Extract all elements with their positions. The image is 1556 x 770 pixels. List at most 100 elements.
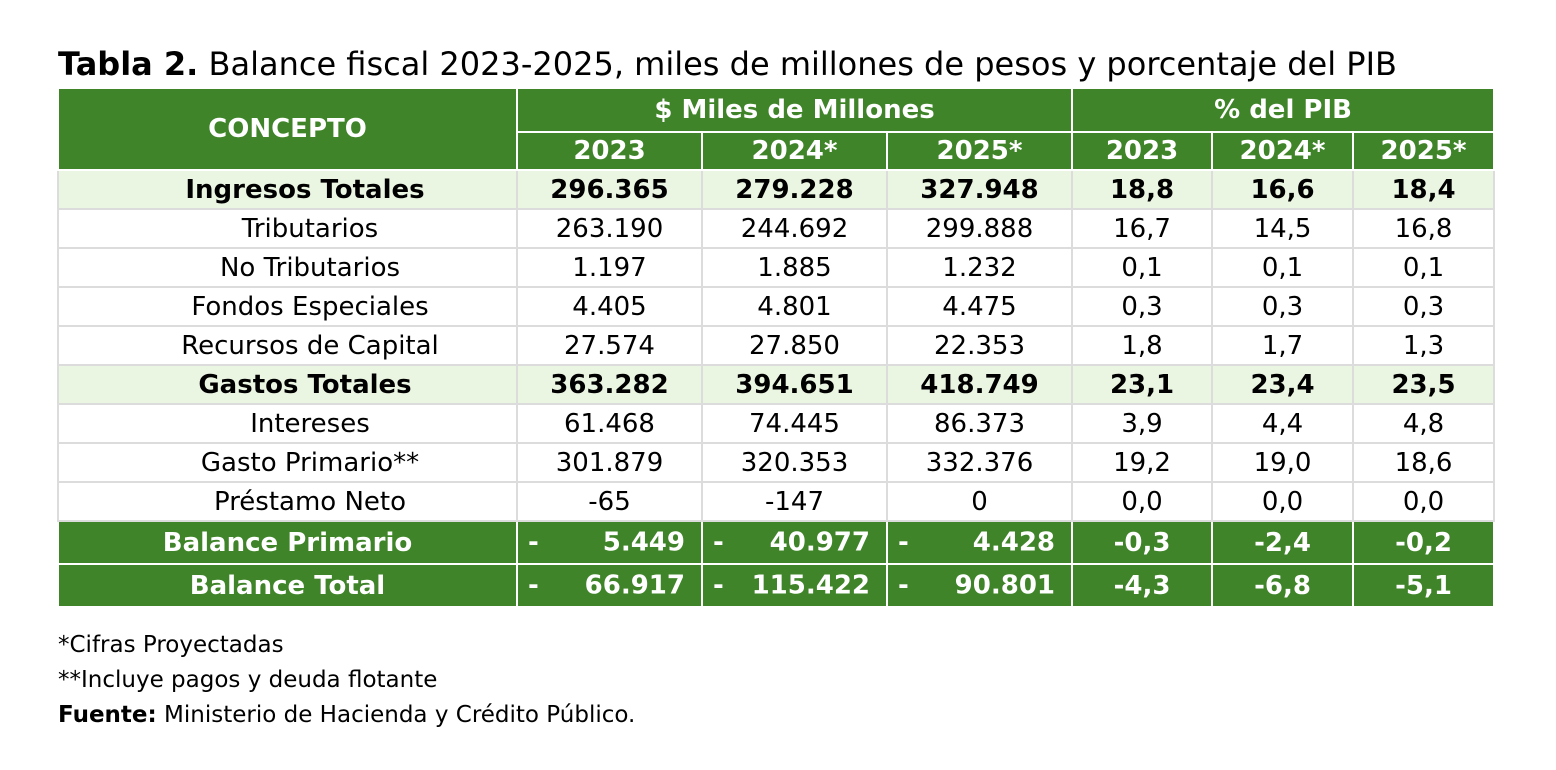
table-cell: 16,6 [1211, 169, 1355, 210]
table-cell: 0,3 [1352, 286, 1496, 327]
table-cell: 1,3 [1352, 325, 1496, 366]
table-cell: 296.365 [516, 169, 703, 210]
table-row: Recursos de Capital 27.574 27.850 22.353… [57, 325, 1496, 366]
table-cell: 299.888 [885, 208, 1074, 249]
balance-row: Balance Total -66.917 -115.422 -90.801 -… [57, 563, 1496, 608]
table-cell: -147 [701, 481, 888, 522]
table-cell: 14,5 [1211, 208, 1355, 249]
table-cell: 4.801 [701, 286, 888, 327]
source-text: Ministerio de Hacienda y Crédito Público… [164, 702, 636, 728]
table-cell: 363.282 [516, 364, 703, 405]
group-header-pib: % del PIB [1071, 87, 1496, 133]
table-cell: 1.885 [701, 247, 888, 288]
table-cell: 27.850 [701, 325, 888, 366]
table-cell: - 5.449 [516, 520, 703, 565]
table-cell: 19,2 [1071, 442, 1214, 483]
source-label: Fuente: [58, 702, 157, 728]
table-cell: -2,4 [1211, 520, 1355, 565]
concept-header: CONCEPTO [57, 87, 518, 171]
title-text: Balance fiscal 2023-2025, miles de millo… [208, 45, 1397, 83]
dash-sign: - [528, 526, 539, 557]
row-label: No Tributarios [57, 247, 518, 288]
title-prefix: Tabla 2. [58, 45, 199, 83]
table-cell: 1,8 [1071, 325, 1214, 366]
table-row: Fondos Especiales 4.405 4.801 4.475 0,3 … [57, 286, 1496, 327]
table-row: Préstamo Neto -65 -147 0 0,0 0,0 0,0 [57, 481, 1496, 522]
table-cell: 16,8 [1352, 208, 1496, 249]
dash-sign: - [898, 526, 909, 557]
dash-sign: - [713, 569, 724, 600]
year-header: 2025* [885, 131, 1074, 171]
table-cell: -115.422 [701, 563, 888, 608]
note-includes: **Incluye pagos y deuda flotante [58, 667, 438, 693]
table-cell: 23,5 [1352, 364, 1496, 405]
row-label: Gastos Totales [57, 364, 518, 405]
row-label: Balance Primario [57, 520, 518, 565]
table-cell: 27.574 [516, 325, 703, 366]
table-cell: 0,0 [1352, 481, 1496, 522]
year-header: 2023 [1071, 131, 1214, 171]
table-row: No Tributarios 1.197 1.885 1.232 0,1 0,1… [57, 247, 1496, 288]
table-cell: 0,0 [1211, 481, 1355, 522]
cell-value: 4.428 [972, 526, 1056, 557]
table-cell: -4,3 [1071, 563, 1214, 608]
table-cell: 18,6 [1352, 442, 1496, 483]
dash-sign: - [528, 569, 539, 600]
cell-value: 66.917 [584, 569, 685, 600]
table-cell: 61.468 [516, 403, 703, 444]
dash-sign: - [898, 569, 909, 600]
table-cell: 4,8 [1352, 403, 1496, 444]
table-cell: 244.692 [701, 208, 888, 249]
table-cell: 0,1 [1352, 247, 1496, 288]
year-header: 2024* [701, 131, 888, 171]
table-cell: 74.445 [701, 403, 888, 444]
table-cell: - 66.917 [516, 563, 703, 608]
note-projected: *Cifras Proyectadas [58, 632, 284, 658]
dash-sign: - [713, 526, 724, 557]
table-row: Gasto Primario** 301.879 320.353 332.376… [57, 442, 1496, 483]
table-cell: -5,1 [1352, 563, 1496, 608]
balance-row: Balance Primario -5.449 -40.977 -4.428 -… [57, 520, 1496, 565]
table-cell: 394.651 [701, 364, 888, 405]
row-label: Balance Total [57, 563, 518, 608]
table-cell: 0,1 [1071, 247, 1214, 288]
row-label: Gasto Primario** [57, 442, 518, 483]
table-cell: - 90.801 [885, 563, 1074, 608]
table-cell: 327.948 [885, 169, 1074, 210]
table-cell: 320.353 [701, 442, 888, 483]
table-cell: 0,1 [1211, 247, 1355, 288]
year-header: 2024* [1211, 131, 1355, 171]
row-label: Intereses [57, 403, 518, 444]
group-header-pesos: $ Miles de Millones [515, 87, 1074, 133]
table-cell: 1,7 [1211, 325, 1355, 366]
table-cell: 1.232 [885, 247, 1074, 288]
table-cell: 263.190 [516, 208, 703, 249]
source-note: Fuente: Ministerio de Hacienda y Crédito… [58, 698, 635, 733]
table-cell: 4.405 [516, 286, 703, 327]
year-header: 2025* [1352, 131, 1496, 171]
fiscal-balance-table: CONCEPTO $ Miles de Millones % del PIB 2… [57, 87, 1496, 608]
table-cell: 16,7 [1071, 208, 1214, 249]
cell-value: 90.801 [954, 569, 1056, 600]
row-label: Recursos de Capital [57, 325, 518, 366]
table-cell: 301.879 [516, 442, 703, 483]
table-cell: -65 [516, 481, 703, 522]
table-title: Tabla 2. Balance fiscal 2023-2025, miles… [58, 46, 1397, 83]
table-cell: 1.197 [516, 247, 703, 288]
table-cell: 18,8 [1071, 169, 1214, 210]
table-cell: 418.749 [885, 364, 1074, 405]
table-row: Tributarios 263.190 244.692 299.888 16,7… [57, 208, 1496, 249]
table-cell: 23,4 [1211, 364, 1355, 405]
table-cell: 279.228 [701, 169, 888, 210]
table-cell: 4,4 [1211, 403, 1355, 444]
table-cell: - 40.977 [701, 520, 888, 565]
table-cell: - 4.428 [885, 520, 1074, 565]
row-label: Tributarios [57, 208, 518, 249]
table-cell: -6,8 [1211, 563, 1355, 608]
table-cell: 19,0 [1211, 442, 1355, 483]
cell-value: 5.449 [602, 526, 685, 557]
table-cell: 86.373 [885, 403, 1074, 444]
table-cell: -0,2 [1352, 520, 1496, 565]
table-cell: 0 [885, 481, 1074, 522]
row-label: Ingresos Totales [57, 169, 518, 210]
